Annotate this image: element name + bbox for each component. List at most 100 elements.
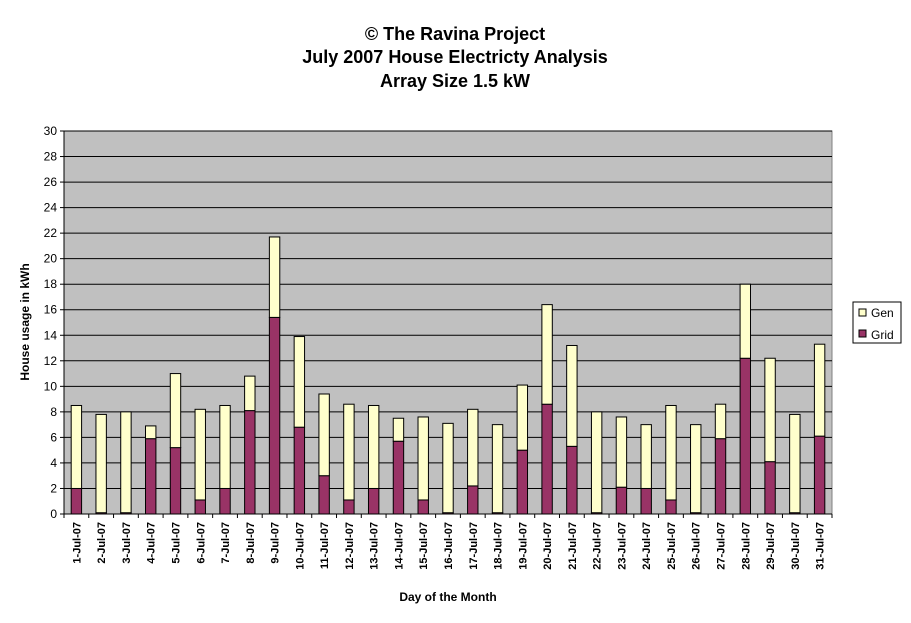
bar-gen-26-Jul-07 [690, 424, 702, 514]
y-tick-label: 26 [44, 175, 58, 189]
bar-grid-10-Jul-07 [293, 426, 306, 515]
bar-grid-28-Jul-07 [739, 357, 751, 515]
x-tick-label: 1-Jul-07 [71, 522, 83, 564]
bar-grid-29-Jul-07 [764, 461, 776, 515]
bar-grid-4-Jul-07 [145, 438, 157, 515]
x-tick-label: 16-Jul-07 [443, 522, 455, 570]
y-tick-label: 30 [44, 124, 58, 138]
axes [60, 130, 833, 518]
x-tick-label: 14-Jul-07 [393, 522, 405, 570]
y-tick-label: 2 [50, 481, 57, 495]
x-tick-label: 26-Jul-07 [691, 522, 703, 570]
x-tick-label: 5-Jul-07 [170, 522, 182, 564]
chart-title-line-3: Array Size 1.5 kW [380, 71, 530, 91]
x-tick-label: 10-Jul-07 [294, 522, 306, 570]
bar-gen-13-Jul-07 [367, 404, 380, 489]
x-tick-label: 2-Jul-07 [96, 522, 108, 564]
chart-title: © The Ravina Project July 2007 House Ele… [302, 24, 608, 91]
x-tick-label: 29-Jul-07 [765, 522, 777, 570]
y-tick-label: 10 [44, 379, 58, 393]
bar-grid-27-Jul-07 [714, 438, 727, 515]
bar-gen-29-Jul-07 [764, 357, 776, 463]
bar-gen-12-Jul-07 [343, 403, 355, 501]
y-tick-label: 12 [44, 354, 58, 368]
bar-gen-3-Jul-07 [120, 411, 132, 514]
bar-grid-12-Jul-07 [343, 499, 355, 515]
legend-swatch-gen [858, 308, 867, 317]
x-tick-labels: 1-Jul-07 2-Jul-07 3-Jul-07 4-Jul-07 5-Jul-07… [71, 522, 826, 570]
bar-gen-2-Jul-07 [95, 413, 107, 514]
bar-gen-14-Jul-07 [392, 417, 405, 442]
bar-grid-25-Jul-07 [665, 499, 677, 515]
bar-gen-6-Jul-07 [194, 408, 206, 501]
bar-grid-21-Jul-07 [566, 445, 578, 515]
x-tick-label: 23-Jul-07 [616, 522, 628, 570]
bar-grid-9-Jul-07 [268, 316, 281, 515]
bar-grid-17-Jul-07 [467, 485, 479, 515]
y-tick-label: 6 [50, 430, 57, 444]
bar-gen-23-Jul-07 [615, 416, 628, 488]
x-tick-label: 8-Jul-07 [245, 522, 257, 564]
x-tick-label: 31-Jul-07 [815, 522, 827, 570]
y-tick-label: 24 [44, 201, 58, 215]
bar-grid-15-Jul-07 [417, 499, 429, 515]
bar-grid-20-Jul-07 [541, 403, 553, 515]
x-tick-label: 17-Jul-07 [468, 522, 480, 570]
y-tick-label: 14 [44, 328, 58, 342]
x-tick-label: 30-Jul-07 [790, 522, 802, 570]
bar-gen-25-Jul-07 [665, 404, 677, 501]
x-tick-label: 18-Jul-07 [493, 522, 505, 570]
bar-gen-19-Jul-07 [516, 384, 529, 451]
x-tick-label: 21-Jul-07 [567, 522, 579, 570]
legend: Gen Grid [852, 301, 902, 344]
bar-grid-13-Jul-07 [367, 487, 380, 515]
bar-gen-27-Jul-07 [714, 403, 727, 440]
bar-gen-24-Jul-07 [640, 424, 652, 489]
bar-grid-1-Jul-07 [70, 487, 83, 515]
x-tick-label: 9-Jul-07 [270, 522, 282, 564]
y-tick-label: 16 [44, 303, 58, 317]
bar-grid-24-Jul-07 [640, 487, 652, 515]
x-tick-label: 15-Jul-07 [418, 522, 430, 570]
grid-lines [64, 130, 832, 489]
y-tick-label: 18 [44, 277, 58, 291]
bar-grid-8-Jul-07 [244, 410, 256, 515]
bar-grid-31-Jul-07 [813, 435, 826, 515]
y-axis-title: House usage in kWh [18, 263, 32, 380]
x-tick-label: 6-Jul-07 [195, 522, 207, 564]
x-tick-label: 13-Jul-07 [369, 522, 381, 570]
legend-label-grid: Grid [871, 328, 894, 342]
bar-grid-6-Jul-07 [194, 499, 206, 515]
bar-gen-15-Jul-07 [417, 416, 429, 501]
bar-grid-23-Jul-07 [615, 486, 628, 515]
x-tick-label: 19-Jul-07 [517, 522, 529, 570]
bar-grid-5-Jul-07 [169, 447, 182, 515]
bar-gen-28-Jul-07 [739, 283, 751, 359]
y-tick-label: 8 [50, 405, 57, 419]
y-tick-label: 4 [50, 456, 57, 470]
bar-grid-19-Jul-07 [516, 449, 529, 515]
bar-gen-10-Jul-07 [293, 336, 306, 428]
x-tick-label: 7-Jul-07 [220, 522, 232, 564]
y-tick-label: 22 [44, 226, 58, 240]
x-tick-label: 22-Jul-07 [592, 522, 604, 570]
bar-gen-7-Jul-07 [219, 404, 231, 489]
bar-grid-11-Jul-07 [318, 475, 330, 515]
bar-gen-22-Jul-07 [590, 411, 603, 514]
x-tick-label: 28-Jul-07 [740, 522, 752, 570]
x-tick-label: 25-Jul-07 [666, 522, 678, 570]
bar-grid-14-Jul-07 [392, 440, 405, 515]
x-tick-label: 20-Jul-07 [542, 522, 554, 570]
bar-gen-18-Jul-07 [491, 424, 504, 514]
x-tick-label: 3-Jul-07 [121, 522, 133, 564]
bar-gen-31-Jul-07 [813, 343, 826, 437]
bar-gen-21-Jul-07 [566, 344, 578, 447]
chart-title-line-1: © The Ravina Project [365, 24, 545, 44]
x-axis-title: Day of the Month [399, 590, 496, 604]
x-tick-label: 24-Jul-07 [641, 522, 653, 570]
bar-gen-17-Jul-07 [467, 408, 479, 487]
bar-grid-7-Jul-07 [219, 487, 231, 515]
bar-gen-1-Jul-07 [70, 404, 83, 489]
